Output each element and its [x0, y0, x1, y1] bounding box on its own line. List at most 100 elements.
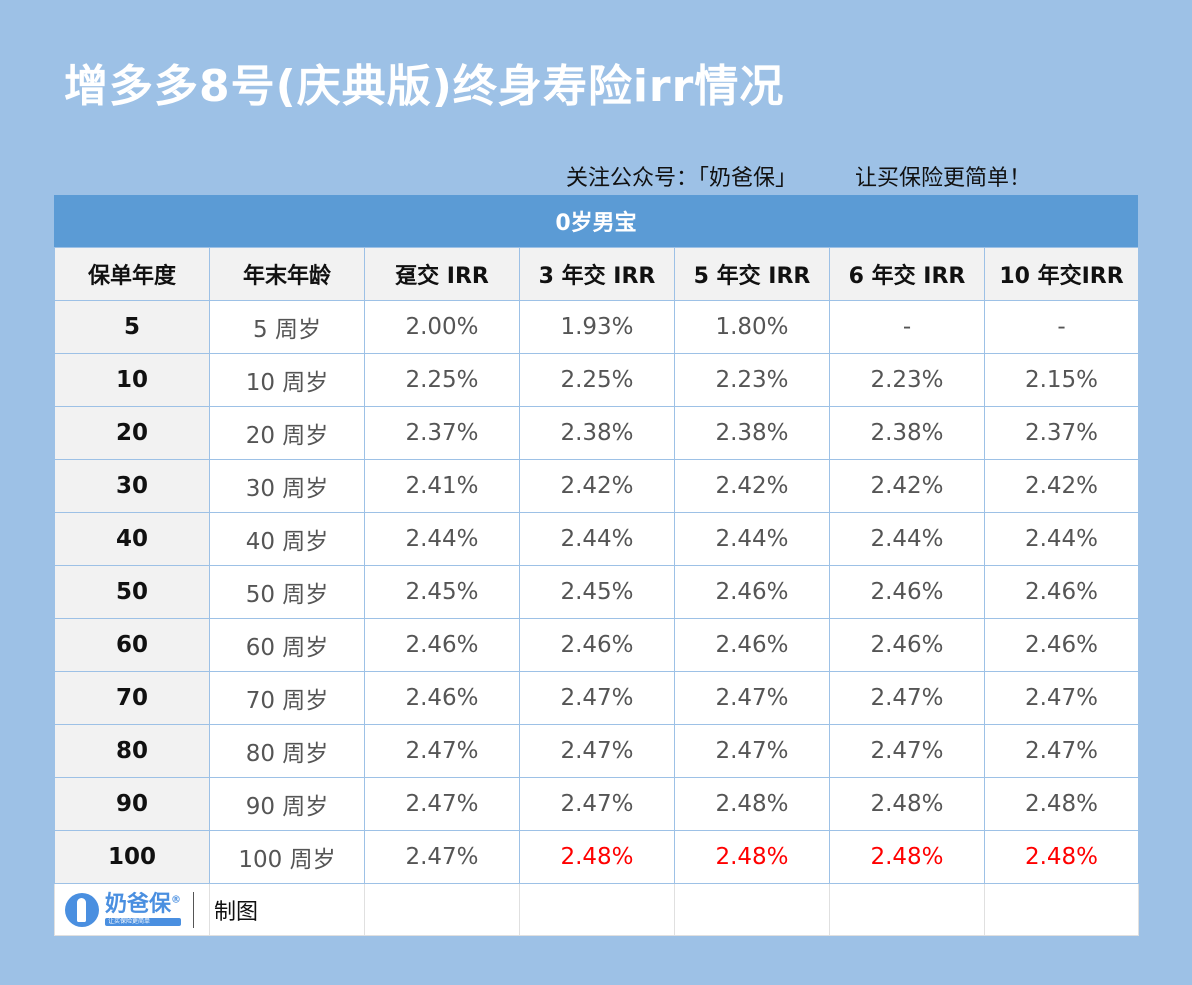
cell-age: 90 周岁 — [209, 777, 365, 831]
cell-single: 2.47% — [364, 830, 520, 884]
table-row: 90 90 周岁 2.47% 2.47% 2.48% 2.48% 2.48% — [54, 777, 1139, 831]
cell-5yr: 2.47% — [674, 724, 830, 778]
subtitle-slogan: 让买保险更简单！ — [855, 166, 1032, 191]
cell-year: 100 — [54, 830, 210, 884]
cell-6yr: 2.48% — [829, 777, 985, 831]
cell-3yr: 2.47% — [519, 777, 675, 831]
cell-3yr: 2.47% — [519, 671, 675, 725]
cell-5yr: 2.46% — [674, 565, 830, 619]
brand-name: 奶爸保® — [105, 891, 182, 917]
subtitle-follow: 关注公众号：「奶爸保」 — [566, 166, 798, 191]
cell-single: 2.00% — [364, 300, 520, 354]
cell-3yr: 2.44% — [519, 512, 675, 566]
made-by-label: 制图 — [214, 899, 259, 925]
cell-year: 10 — [54, 353, 210, 407]
cell-3yr: 2.25% — [519, 353, 675, 407]
irr-table: 保单年度 年末年龄 趸交 IRR 3 年交 IRR 5 年交 IRR 6 年交 … — [54, 247, 1139, 936]
cell-3yr-highlight: 2.48% — [519, 830, 675, 884]
cell-single: 2.47% — [364, 777, 520, 831]
cell-age: 20 周岁 — [209, 406, 365, 460]
cell-3yr: 2.45% — [519, 565, 675, 619]
cell-year: 70 — [54, 671, 210, 725]
cell-10yr: 2.48% — [984, 777, 1139, 831]
cell-year: 60 — [54, 618, 210, 672]
footer-empty-cell — [674, 883, 830, 936]
cell-age: 100 周岁 — [209, 830, 365, 884]
cell-6yr: 2.23% — [829, 353, 985, 407]
col-header-5yr-pay: 5 年交 IRR — [674, 247, 830, 301]
cell-10yr: 2.47% — [984, 671, 1139, 725]
cell-3yr: 2.42% — [519, 459, 675, 513]
irr-table-container: 0岁男宝 保单年度 年末年龄 趸交 IRR 3 年交 IRR 5 年交 IRR … — [54, 195, 1139, 936]
cell-age: 30 周岁 — [209, 459, 365, 513]
table-row-final: 100 100 周岁 2.47% 2.48% 2.48% 2.48% 2.48% — [54, 830, 1139, 884]
cell-age: 80 周岁 — [209, 724, 365, 778]
made-by-cell: 制图 — [209, 883, 365, 936]
cell-10yr: 2.46% — [984, 618, 1139, 672]
table-row: 80 80 周岁 2.47% 2.47% 2.47% 2.47% 2.47% — [54, 724, 1139, 778]
cell-6yr: 2.42% — [829, 459, 985, 513]
cell-age: 60 周岁 — [209, 618, 365, 672]
col-header-10yr-pay: 10 年交IRR — [984, 247, 1139, 301]
cell-5yr: 2.46% — [674, 618, 830, 672]
cell-single: 2.46% — [364, 671, 520, 725]
cell-6yr: 2.47% — [829, 724, 985, 778]
cell-3yr: 2.46% — [519, 618, 675, 672]
table-row: 50 50 周岁 2.45% 2.45% 2.46% 2.46% 2.46% — [54, 565, 1139, 619]
table-row: 5 5 周岁 2.00% 1.93% 1.80% - - — [54, 300, 1139, 354]
cell-year: 5 — [54, 300, 210, 354]
cell-3yr: 2.47% — [519, 724, 675, 778]
cell-10yr: 2.37% — [984, 406, 1139, 460]
cell-6yr: 2.46% — [829, 565, 985, 619]
cell-5yr-highlight: 2.48% — [674, 830, 830, 884]
cell-5yr: 2.48% — [674, 777, 830, 831]
cell-5yr: 2.47% — [674, 671, 830, 725]
brand: 奶爸保® 让买保险更简单 — [65, 891, 209, 928]
cell-6yr: 2.47% — [829, 671, 985, 725]
cell-10yr: 2.44% — [984, 512, 1139, 566]
cell-6yr-highlight: 2.48% — [829, 830, 985, 884]
col-header-single-pay: 趸交 IRR — [364, 247, 520, 301]
cell-single: 2.41% — [364, 459, 520, 513]
group-header: 0岁男宝 — [54, 195, 1138, 247]
cell-year: 50 — [54, 565, 210, 619]
page-title: 增多多8号(庆典版)终身寿险irr情况 — [64, 61, 785, 112]
cell-10yr: 2.46% — [984, 565, 1139, 619]
brand-divider — [193, 891, 195, 928]
footer-empty-cell — [829, 883, 985, 936]
cell-single: 2.45% — [364, 565, 520, 619]
cell-6yr: 2.38% — [829, 406, 985, 460]
cell-age: 70 周岁 — [209, 671, 365, 725]
cell-10yr: 2.42% — [984, 459, 1139, 513]
cell-6yr: - — [829, 300, 985, 354]
cell-age: 5 周岁 — [209, 300, 365, 354]
table-header-row: 保单年度 年末年龄 趸交 IRR 3 年交 IRR 5 年交 IRR 6 年交 … — [54, 247, 1139, 301]
cell-6yr: 2.46% — [829, 618, 985, 672]
cell-3yr: 1.93% — [519, 300, 675, 354]
cell-year: 20 — [54, 406, 210, 460]
cell-10yr: 2.47% — [984, 724, 1139, 778]
cell-10yr: - — [984, 300, 1139, 354]
table-row: 30 30 周岁 2.41% 2.42% 2.42% 2.42% 2.42% — [54, 459, 1139, 513]
cell-age: 40 周岁 — [209, 512, 365, 566]
cell-5yr: 2.44% — [674, 512, 830, 566]
col-header-age: 年末年龄 — [209, 247, 365, 301]
cell-5yr: 2.38% — [674, 406, 830, 460]
footer-row: 奶爸保® 让买保险更简单 制图 — [54, 883, 1139, 936]
cell-age: 50 周岁 — [209, 565, 365, 619]
cell-single: 2.46% — [364, 618, 520, 672]
table-row: 70 70 周岁 2.46% 2.47% 2.47% 2.47% 2.47% — [54, 671, 1139, 725]
cell-10yr-highlight: 2.48% — [984, 830, 1139, 884]
col-header-3yr-pay: 3 年交 IRR — [519, 247, 675, 301]
cell-age: 10 周岁 — [209, 353, 365, 407]
subtitle: 关注公众号：「奶爸保」 让买保险更简单！ — [566, 160, 1031, 192]
cell-5yr: 1.80% — [674, 300, 830, 354]
cell-year: 80 — [54, 724, 210, 778]
cell-year: 30 — [54, 459, 210, 513]
brand-tagline: 让买保险更简单 — [105, 917, 182, 926]
cell-year: 90 — [54, 777, 210, 831]
cell-single: 2.47% — [364, 724, 520, 778]
col-header-6yr-pay: 6 年交 IRR — [829, 247, 985, 301]
table-row: 60 60 周岁 2.46% 2.46% 2.46% 2.46% 2.46% — [54, 618, 1139, 672]
table-row: 10 10 周岁 2.25% 2.25% 2.23% 2.23% 2.15% — [54, 353, 1139, 407]
